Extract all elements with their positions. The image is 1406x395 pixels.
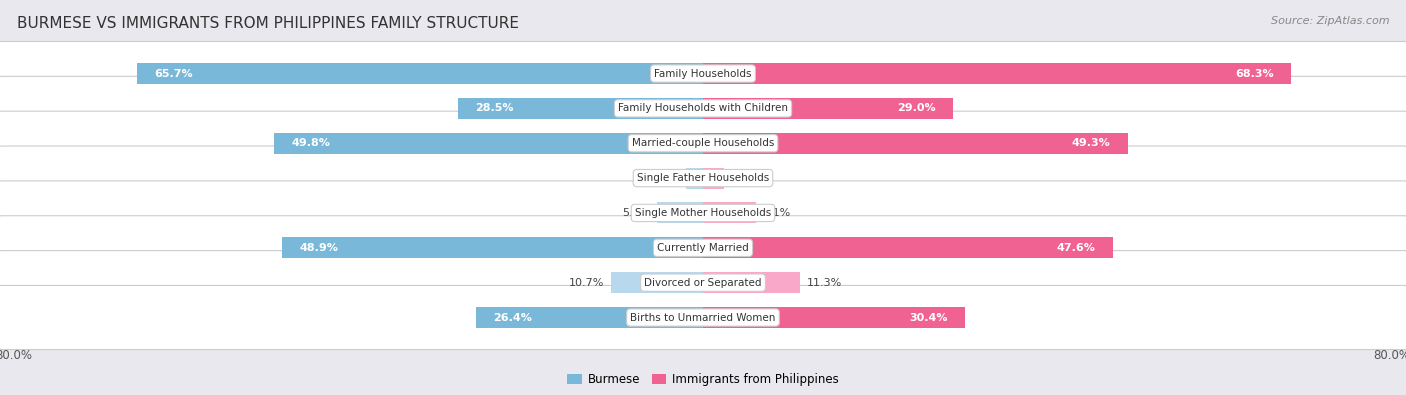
FancyBboxPatch shape — [0, 111, 1406, 175]
Bar — [703, 203, 755, 224]
Bar — [703, 272, 800, 293]
Bar — [475, 307, 703, 328]
Text: BURMESE VS IMMIGRANTS FROM PHILIPPINES FAMILY STRUCTURE: BURMESE VS IMMIGRANTS FROM PHILIPPINES F… — [17, 16, 519, 31]
Text: 30.4%: 30.4% — [910, 312, 948, 322]
Bar — [457, 98, 703, 119]
Bar — [138, 63, 703, 84]
Text: 11.3%: 11.3% — [807, 278, 842, 288]
Text: 29.0%: 29.0% — [897, 103, 935, 113]
Bar — [686, 167, 703, 188]
Text: 49.3%: 49.3% — [1071, 138, 1111, 148]
FancyBboxPatch shape — [0, 216, 1406, 280]
Text: 5.3%: 5.3% — [623, 208, 651, 218]
Bar — [703, 237, 1114, 258]
Text: 47.6%: 47.6% — [1057, 243, 1095, 253]
Text: 2.0%: 2.0% — [651, 173, 679, 183]
Text: Family Households with Children: Family Households with Children — [619, 103, 787, 113]
Legend: Burmese, Immigrants from Philippines: Burmese, Immigrants from Philippines — [562, 369, 844, 391]
Text: Family Households: Family Households — [654, 69, 752, 79]
Text: 10.7%: 10.7% — [568, 278, 605, 288]
FancyBboxPatch shape — [0, 181, 1406, 245]
Text: 2.4%: 2.4% — [731, 173, 759, 183]
Bar — [703, 63, 1291, 84]
Bar — [703, 133, 1128, 154]
Text: Births to Unmarried Women: Births to Unmarried Women — [630, 312, 776, 322]
Text: 49.8%: 49.8% — [291, 138, 330, 148]
Bar — [703, 167, 724, 188]
Bar — [274, 133, 703, 154]
Text: Single Mother Households: Single Mother Households — [636, 208, 770, 218]
Text: 48.9%: 48.9% — [299, 243, 337, 253]
Text: 28.5%: 28.5% — [475, 103, 513, 113]
FancyBboxPatch shape — [0, 41, 1406, 105]
FancyBboxPatch shape — [0, 146, 1406, 210]
Text: Divorced or Separated: Divorced or Separated — [644, 278, 762, 288]
Bar — [610, 272, 703, 293]
Text: 6.1%: 6.1% — [762, 208, 790, 218]
Text: Currently Married: Currently Married — [657, 243, 749, 253]
Text: 68.3%: 68.3% — [1236, 69, 1274, 79]
Text: 26.4%: 26.4% — [494, 312, 531, 322]
Bar — [281, 237, 703, 258]
FancyBboxPatch shape — [0, 250, 1406, 315]
Text: Married-couple Households: Married-couple Households — [631, 138, 775, 148]
FancyBboxPatch shape — [0, 286, 1406, 350]
FancyBboxPatch shape — [0, 76, 1406, 141]
Bar — [703, 98, 953, 119]
Bar — [703, 307, 965, 328]
Text: Single Father Households: Single Father Households — [637, 173, 769, 183]
Bar — [658, 203, 703, 224]
Text: 65.7%: 65.7% — [155, 69, 193, 79]
Text: Source: ZipAtlas.com: Source: ZipAtlas.com — [1271, 16, 1389, 26]
